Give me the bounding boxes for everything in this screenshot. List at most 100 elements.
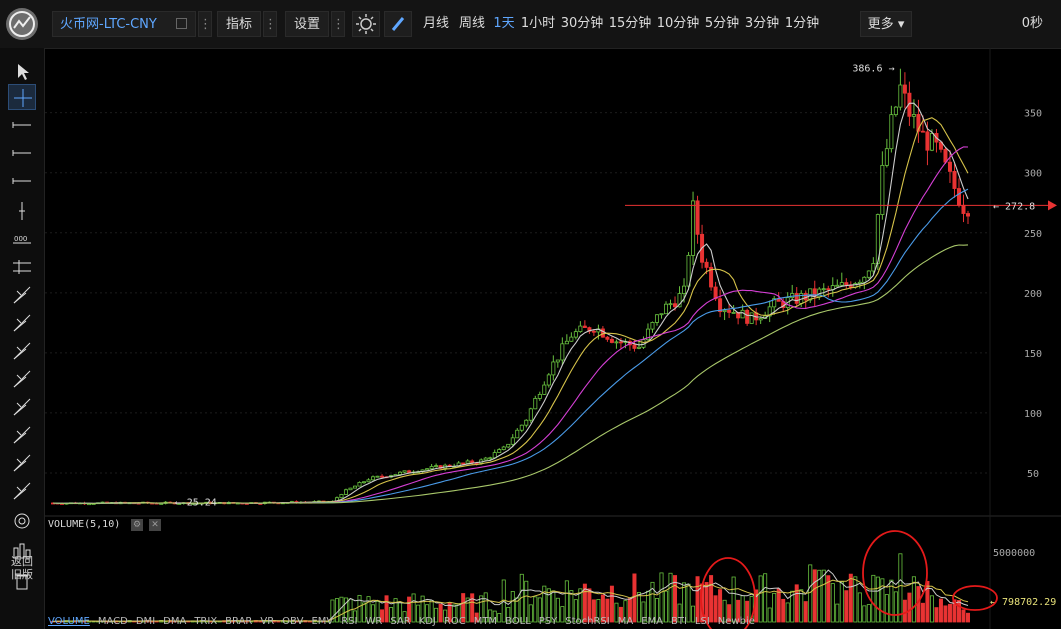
crosshair-icon[interactable]	[8, 84, 36, 110]
period-0[interactable]: 月线	[422, 16, 449, 31]
trash-icon[interactable]	[8, 568, 36, 594]
indicator-tab-dmi[interactable]: DMI	[135, 616, 156, 627]
fib-retracement-icon[interactable]	[8, 338, 36, 364]
volume-bar	[673, 575, 678, 623]
volume-bar	[862, 605, 867, 623]
period-2[interactable]: 1天	[493, 16, 515, 31]
period-5[interactable]: 15分钟	[608, 16, 652, 31]
indicator-tab-vr[interactable]: VR	[260, 616, 275, 627]
parallel-channel-icon[interactable]	[8, 254, 36, 280]
candle	[902, 84, 907, 94]
close-icon[interactable]: ✕	[149, 519, 161, 531]
volume-bar	[938, 598, 943, 623]
indicator-tab-ma[interactable]: MA	[617, 616, 634, 627]
more-label: 更多	[867, 17, 894, 32]
candle	[366, 479, 371, 483]
horizontal-line-icon[interactable]	[8, 140, 36, 166]
volume-bar	[866, 604, 871, 623]
price-chart[interactable]: 350 300 250 200 150 100 50 ← 272.8 386.6 → ← 25.2…	[45, 48, 1061, 629]
indicator-tab-lsi[interactable]: LSI	[694, 616, 710, 627]
gann-icon[interactable]	[8, 422, 36, 448]
volume-bar	[474, 612, 479, 623]
volume-bar	[560, 606, 565, 623]
pitchfork-icon[interactable]	[8, 394, 36, 420]
symbol-selector[interactable]: 火币网-LTC-CNY	[52, 11, 196, 37]
candle	[582, 325, 587, 329]
candle	[884, 148, 889, 166]
svg-text:000: 000	[14, 235, 27, 243]
ray-line-icon[interactable]	[8, 112, 36, 138]
period-7[interactable]: 5分钟	[704, 16, 740, 31]
volume-bar	[803, 601, 808, 623]
volume-bar	[808, 564, 813, 623]
candle	[866, 270, 871, 278]
vertical-line-icon[interactable]	[8, 198, 36, 224]
indicator-tab-psy[interactable]: PSY	[538, 616, 558, 627]
indicator-tab-macd[interactable]: MACD	[97, 616, 128, 627]
volume-bar	[691, 605, 696, 623]
annotation-circle	[862, 530, 928, 616]
indicator-settings-icon[interactable]: ⚙	[131, 519, 143, 531]
indicator-tab-obv[interactable]: OBV	[282, 616, 304, 627]
horizontal-ray-icon[interactable]	[8, 168, 36, 194]
indicator-tab-wr[interactable]: WR	[365, 616, 383, 627]
fan-icon[interactable]	[8, 478, 36, 504]
period-4[interactable]: 30分钟	[560, 16, 604, 31]
candle	[722, 309, 727, 313]
volume-bar	[776, 588, 781, 623]
period-1[interactable]: 周线	[458, 16, 485, 31]
theme-sun-icon[interactable]	[352, 11, 380, 37]
high-price-label: 386.6 →	[852, 64, 894, 75]
indicator-tab-mtm[interactable]: MTM	[473, 616, 498, 627]
settings-button[interactable]: 设置	[285, 11, 329, 37]
trend-line-icon[interactable]	[8, 282, 36, 308]
fib-fan-icon[interactable]	[8, 310, 36, 336]
indicator-tab-trix[interactable]: TRIX	[194, 616, 218, 627]
volume-bar	[389, 607, 394, 623]
period-8[interactable]: 3分钟	[744, 16, 780, 31]
cycle-line-icon[interactable]	[8, 450, 36, 476]
indicator-tab-stochrsi[interactable]: StochRSI	[565, 616, 610, 627]
spiral-icon[interactable]	[8, 508, 36, 534]
indicators-button[interactable]: 指标	[217, 11, 261, 37]
period-9[interactable]: 1分钟	[784, 16, 820, 31]
indicator-tab-brar[interactable]: BRAR	[225, 616, 253, 627]
candle	[654, 314, 659, 323]
period-6[interactable]: 10分钟	[656, 16, 700, 31]
pattern-icon[interactable]	[8, 538, 36, 564]
volume-bar	[587, 588, 592, 623]
draw-pencil-icon[interactable]	[384, 11, 412, 37]
candle	[605, 336, 610, 340]
volume-ma10-line	[52, 577, 969, 622]
indicator-tab-roc[interactable]: ROC	[443, 616, 466, 627]
indicator-tab-rsi[interactable]: RSI	[341, 616, 358, 627]
candle	[371, 476, 376, 481]
volume-bar	[745, 600, 750, 623]
indicator-tab-kdj[interactable]: KDJ	[418, 616, 436, 627]
indicator-tab-bti[interactable]: BTI	[671, 616, 687, 627]
indicator-tab-emv[interactable]: EMV	[311, 616, 334, 627]
logo-icon[interactable]	[6, 8, 38, 40]
period-3[interactable]: 1小时	[520, 16, 556, 31]
volume-bar	[781, 598, 786, 623]
indicator-tab-dma[interactable]: DMA	[163, 616, 187, 627]
volume-bar	[623, 600, 628, 623]
more-periods-dropdown[interactable]: 更多 ▾	[860, 11, 912, 37]
cursor-arrow-icon[interactable]	[8, 58, 36, 84]
indicator-tab-ema[interactable]: EMA	[641, 616, 663, 627]
candle	[497, 449, 502, 453]
indicator-tab-newbie[interactable]: Newbie	[717, 616, 755, 627]
arrow-line-icon[interactable]	[8, 366, 36, 392]
return-old-version-link[interactable]: 返回旧版	[11, 555, 33, 581]
more-dots-icon[interactable]: ⋮	[331, 11, 345, 37]
candle	[542, 384, 547, 395]
external-link-icon[interactable]	[176, 18, 187, 29]
indicator-tab-volume[interactable]: VOLUME	[48, 616, 90, 627]
candle	[844, 282, 849, 286]
volume-bar	[375, 601, 380, 623]
indicator-tab-sar[interactable]: SAR	[390, 616, 411, 627]
indicator-tab-boll[interactable]: BOLL	[505, 616, 531, 627]
price-line-icon[interactable]: 000	[8, 226, 36, 252]
more-dots-icon[interactable]: ⋮	[263, 11, 277, 37]
more-dots-icon[interactable]: ⋮	[198, 11, 212, 37]
